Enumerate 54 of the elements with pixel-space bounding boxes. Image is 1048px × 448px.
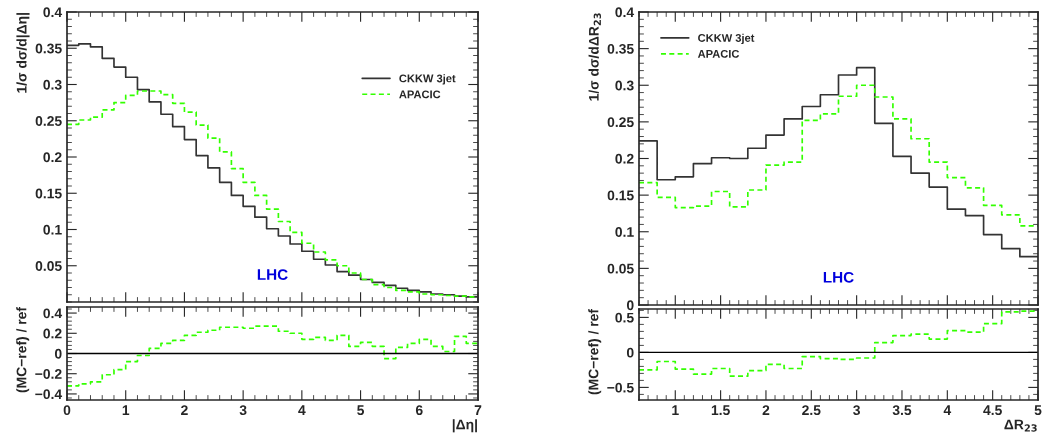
y-tick-label: 0.2 bbox=[43, 152, 62, 163]
x-tick-label: 4.5 bbox=[983, 405, 1002, 416]
y-axis-title: (MC−ref) / ref bbox=[588, 308, 602, 395]
annotation: LHC bbox=[823, 271, 854, 283]
x-tick-label: 3 bbox=[239, 405, 247, 416]
legend-label: CKKW 3jet bbox=[399, 74, 456, 85]
y-tick-label: 0.5 bbox=[615, 312, 634, 323]
y-tick-label: 0.4 bbox=[43, 308, 63, 319]
y-tick-label: −0.5 bbox=[607, 382, 634, 393]
y-tick-label: 0.1 bbox=[615, 227, 634, 237]
x-tick-label: 2.5 bbox=[802, 405, 821, 416]
x-tick-label: 7 bbox=[474, 405, 482, 415]
y-tick-label: 0.05 bbox=[35, 261, 62, 271]
x-tick-label: 6 bbox=[415, 405, 423, 416]
y-axis-title: (MC−ref) / ref bbox=[16, 306, 30, 393]
legend-label: CKKW 3jet bbox=[698, 33, 755, 45]
y-tick-label: 0.3 bbox=[43, 79, 62, 90]
x-axis-title: ΔR$_{23}$ bbox=[1004, 419, 1037, 432]
y-tick-label: 0.25 bbox=[35, 116, 62, 126]
x-tick-label: 1 bbox=[122, 405, 130, 415]
x-tick-label: 5 bbox=[1034, 405, 1042, 416]
x-tick-label: 3 bbox=[853, 405, 860, 416]
annotation: LHC bbox=[257, 269, 288, 280]
x-tick-label: 4 bbox=[298, 405, 306, 415]
x-tick-label: 1 bbox=[672, 405, 679, 415]
y-tick-label: −0.2 bbox=[35, 369, 62, 379]
y-tick-label: 0.05 bbox=[607, 263, 634, 274]
x-axis-title: |Δη| bbox=[452, 419, 477, 433]
legend-label: APACIC bbox=[697, 49, 740, 58]
y-tick-label: 0.3 bbox=[615, 80, 634, 91]
legend-label: APACIC bbox=[399, 90, 441, 99]
x-tick-label: 3.5 bbox=[892, 405, 912, 416]
y-tick-label: 0.15 bbox=[35, 188, 62, 199]
y-tick-label: 0.4 bbox=[43, 7, 63, 18]
x-tick-label: 1.5 bbox=[711, 405, 730, 416]
y-tick-label: −0.4 bbox=[35, 389, 63, 400]
y-tick-label: 0.2 bbox=[615, 153, 634, 164]
x-tick-label: 0 bbox=[63, 405, 71, 416]
x-tick-label: 5 bbox=[357, 405, 365, 416]
y-tick-label: 0.4 bbox=[615, 7, 635, 18]
y-tick-label: 0.35 bbox=[607, 43, 634, 54]
y-axis-title: 1/σ dσ/d|Δη| bbox=[16, 13, 30, 93]
y-tick-label: 0 bbox=[54, 348, 62, 359]
y-tick-label: 0.35 bbox=[35, 43, 62, 54]
y-tick-label: 0.15 bbox=[607, 190, 634, 201]
x-tick-label: 4 bbox=[943, 405, 952, 415]
y-tick-label: 0 bbox=[626, 300, 634, 311]
x-tick-label: 2 bbox=[762, 405, 770, 415]
y-tick-label: 0.25 bbox=[607, 117, 634, 128]
x-tick-label: 2 bbox=[181, 405, 188, 415]
y-tick-label: 0.1 bbox=[43, 224, 62, 235]
y-axis-title: 1/σ dσ/dΔR$_{23}$ bbox=[588, 13, 602, 101]
y-tick-label: 0.2 bbox=[43, 328, 62, 339]
y-tick-label: 0 bbox=[626, 347, 634, 358]
